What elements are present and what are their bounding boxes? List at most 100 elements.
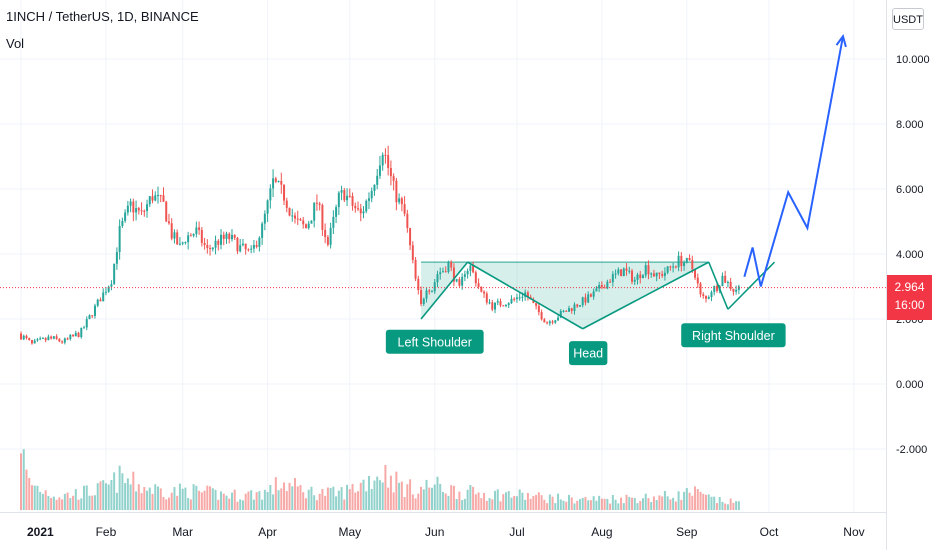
candle-body: [261, 223, 264, 238]
candle-body: [606, 281, 609, 289]
candle-body: [515, 297, 518, 300]
volume-bar: [705, 494, 707, 510]
currency-button[interactable]: USDT: [892, 8, 924, 30]
candle-body: [370, 190, 373, 199]
candle-body: [414, 260, 417, 279]
candle-body: [428, 290, 431, 292]
candle-body: [620, 269, 623, 277]
candle-body: [666, 266, 669, 273]
volume-bar: [578, 499, 581, 510]
volume-bar: [272, 494, 275, 510]
volume-bar: [718, 497, 721, 510]
symbol-title[interactable]: 1INCH / TetherUS, 1D, BINANCE: [6, 9, 199, 24]
volume-bar: [132, 471, 135, 510]
volume-bar: [628, 496, 631, 510]
volume-bar: [170, 492, 173, 510]
candle-body: [151, 196, 154, 201]
candle-body: [25, 335, 28, 339]
volume-bar: [532, 495, 535, 510]
candle-body: [444, 271, 447, 273]
candle-body: [425, 290, 428, 299]
volume-bar: [573, 503, 576, 510]
x-tick-label: Jun: [425, 525, 444, 539]
candle-body: [395, 180, 398, 203]
volume-indicator-label[interactable]: Vol: [6, 36, 25, 51]
x-tick-label: Jul: [509, 525, 524, 539]
pattern-annotation[interactable]: Left Shoulder: [385, 329, 484, 354]
candle-body: [209, 248, 212, 250]
volume-bar: [288, 482, 291, 510]
volume-bar: [52, 496, 55, 510]
volume-bar: [641, 498, 644, 510]
volume-bar: [255, 492, 258, 510]
candle-body: [143, 210, 146, 212]
volume-bar: [181, 488, 184, 510]
volume-bar: [47, 495, 50, 510]
candle-body: [447, 261, 450, 272]
volume-bar: [269, 485, 272, 510]
volume-bar: [107, 484, 110, 510]
volume-bar: [72, 495, 75, 510]
volume-bar: [346, 484, 349, 510]
candle-body: [359, 208, 362, 214]
candle-body: [535, 303, 538, 306]
candle-body: [39, 338, 42, 340]
candle-body: [600, 285, 603, 288]
volume-bar: [373, 480, 376, 510]
candle-body: [50, 336, 53, 339]
volume-bar: [526, 492, 529, 510]
volume-bar: [157, 486, 159, 510]
volume-bar: [422, 489, 425, 510]
candle-body: [652, 273, 655, 277]
volume-bar: [537, 492, 540, 510]
volume-bar: [337, 490, 340, 510]
candle-body: [400, 198, 403, 205]
candle-body: [80, 327, 83, 338]
volume-bar: [724, 503, 727, 510]
volume-bar: [230, 492, 233, 510]
volume-bar: [189, 499, 192, 510]
volume-bar: [285, 490, 288, 510]
candle-body: [365, 200, 368, 212]
annotation-box: [568, 341, 608, 366]
candle-body: [58, 338, 61, 342]
volume-bar: [458, 491, 461, 510]
volume-bar: [414, 498, 417, 510]
pattern-annotation[interactable]: Head: [568, 341, 608, 366]
candle-body: [688, 258, 691, 261]
volume-bar: [669, 499, 672, 510]
volume-bar: [699, 491, 702, 510]
volume-bar: [494, 490, 497, 510]
candle-body: [228, 233, 231, 240]
candle-body: [685, 258, 688, 263]
candle-body: [474, 272, 477, 284]
volume-bar: [499, 501, 502, 510]
volume-bar: [154, 484, 157, 510]
candle-body: [548, 321, 551, 324]
candle-body: [644, 265, 647, 276]
volume-bar: [463, 498, 466, 510]
volume-bar: [277, 490, 280, 510]
volume-bar: [431, 487, 433, 510]
volume-bar: [370, 489, 373, 510]
pattern-annotation[interactable]: Right Shoulder: [681, 323, 786, 348]
volume-bar: [58, 497, 61, 510]
volume-bar: [222, 493, 225, 510]
candle-body: [326, 237, 329, 245]
volume-bar: [655, 500, 658, 510]
volume-bar: [113, 472, 116, 510]
volume-bar: [148, 487, 151, 510]
candle-body: [441, 271, 444, 273]
candle-body: [324, 229, 327, 238]
volume-bar: [324, 495, 327, 510]
candle-body: [710, 292, 713, 298]
candle-body: [543, 319, 546, 323]
candle-body: [526, 292, 529, 298]
volume-bar: [403, 497, 406, 510]
candle-body: [247, 249, 250, 251]
candle-body: [647, 265, 650, 275]
candle-body: [494, 302, 497, 310]
volume-bar: [214, 489, 217, 510]
